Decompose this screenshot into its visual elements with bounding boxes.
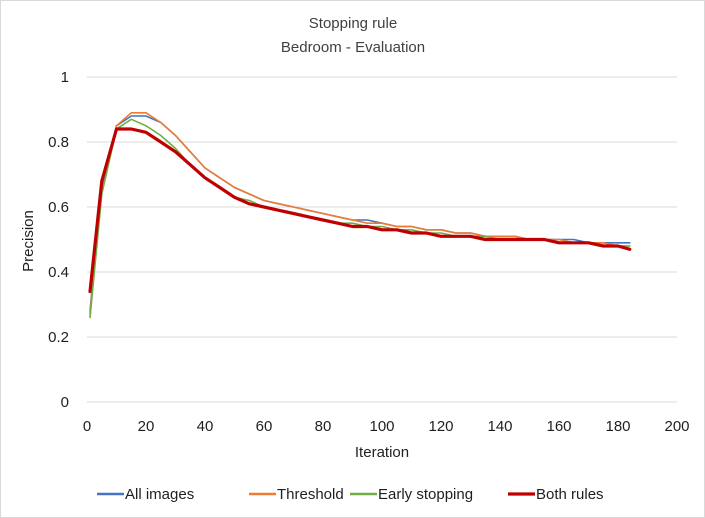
x-tick-label: 120	[428, 418, 453, 435]
x-tick-label: 100	[369, 418, 394, 435]
series-line-both-rules	[88, 127, 632, 294]
x-tick-label: 40	[197, 418, 214, 435]
y-tick-label: 0	[61, 394, 69, 411]
series-line-threshold	[89, 112, 631, 316]
x-tick-label: 140	[487, 418, 512, 435]
gridlines	[87, 76, 677, 403]
x-axis-ticks: 0 20 40 60 80 100 120 140 160 180 200	[83, 418, 690, 435]
y-axis-ticks: 0 0.2 0.4 0.6 0.8 1	[48, 69, 69, 411]
x-axis-title: Iteration	[355, 444, 409, 461]
legend-label: Threshold	[277, 486, 344, 503]
legend-label: All images	[125, 486, 194, 503]
y-tick-label: 1	[61, 69, 69, 86]
legend-label: Both rules	[536, 486, 604, 503]
x-tick-label: 80	[315, 418, 332, 435]
x-tick-label: 160	[546, 418, 571, 435]
legend: All images Threshold Early stopping Both ru…	[97, 486, 604, 503]
series-lines	[88, 112, 632, 319]
y-axis-title: Precision	[20, 210, 37, 272]
x-tick-label: 200	[664, 418, 689, 435]
x-tick-label: 60	[256, 418, 273, 435]
x-tick-label: 180	[605, 418, 630, 435]
y-tick-label: 0.6	[48, 199, 69, 216]
chart-title: Stopping rule	[309, 15, 397, 32]
y-tick-label: 0.2	[48, 329, 69, 346]
y-tick-label: 0.8	[48, 134, 69, 151]
x-tick-label: 0	[83, 418, 91, 435]
legend-label: Early stopping	[378, 486, 473, 503]
x-tick-label: 20	[138, 418, 155, 435]
chart-subtitle: Bedroom - Evaluation	[281, 39, 425, 56]
y-tick-label: 0.4	[48, 264, 69, 281]
